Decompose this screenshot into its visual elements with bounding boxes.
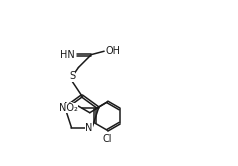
Text: Cl: Cl (103, 134, 112, 144)
Text: HN: HN (60, 50, 75, 60)
Text: OH: OH (105, 46, 120, 56)
Text: NO₂: NO₂ (59, 103, 78, 113)
Text: S: S (69, 71, 75, 81)
Text: N: N (64, 102, 72, 112)
Text: N: N (85, 123, 93, 133)
